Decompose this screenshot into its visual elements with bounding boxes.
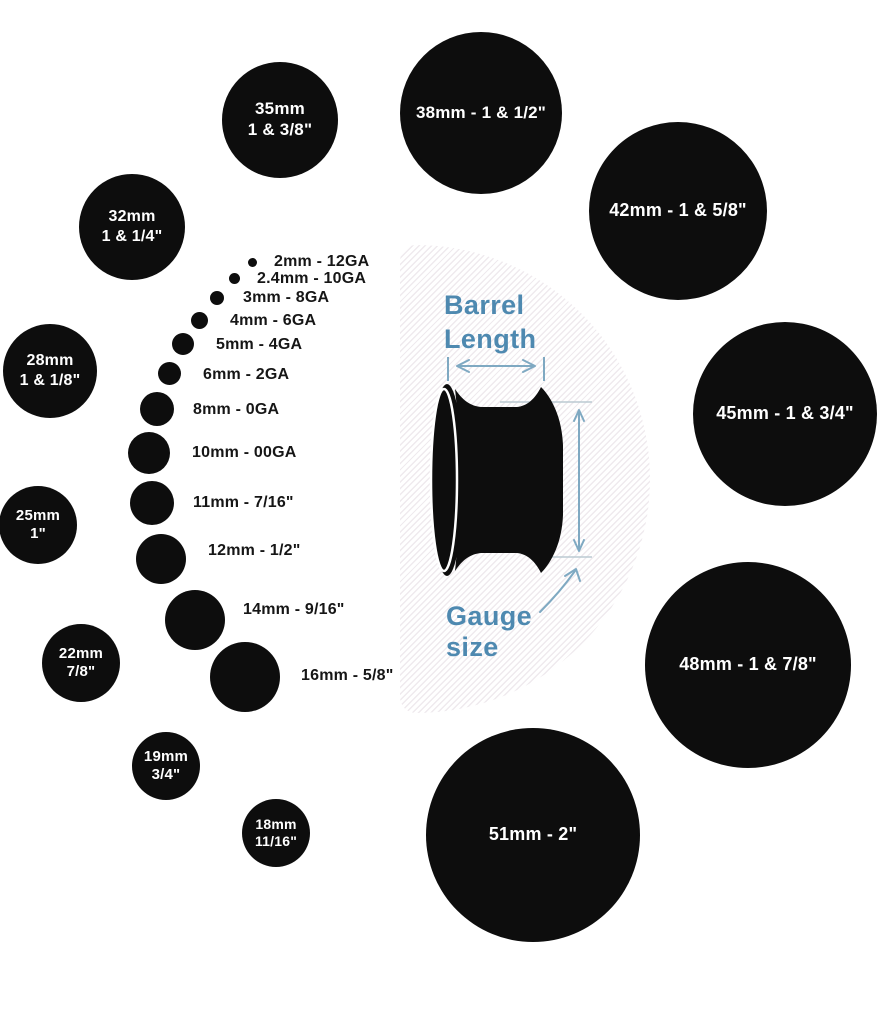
size-circle-label: 28mm [26, 352, 74, 370]
gauge-size-label: Gauge size [446, 601, 533, 662]
size-circle-22mm: 22mm 7/8" [42, 624, 120, 702]
size-circle-label: 1 & 1/4" [101, 228, 163, 245]
size-circle-42mm: 42mm - 1 & 5/8" [589, 122, 767, 300]
size-circle-19mm: 19mm 3/4" [132, 732, 200, 800]
gauge-label-10mm: 10mm - 00GA [192, 444, 297, 461]
gauge-label-11mm: 11mm - 7/16" [193, 494, 294, 511]
size-circle-45mm: 45mm - 1 & 3/4" [693, 322, 877, 506]
gauge-dot-10mm [128, 432, 170, 474]
gauge-dot-11mm [130, 481, 174, 525]
size-circle-label: 18mm [255, 815, 297, 832]
gauge-dot-2mm [247, 257, 257, 267]
size-circle-label: 42mm - 1 & 5/8" [609, 200, 747, 221]
size-circle-label: 48mm - 1 & 7/8" [679, 654, 817, 675]
size-circle-label: 1" [30, 525, 46, 542]
gauge-dot-6mm [157, 361, 181, 385]
gauge-dot-14mm [165, 590, 225, 650]
gauge-label-8mm: 8mm - 0GA [193, 401, 280, 418]
size-circle-label: 32mm [108, 208, 156, 226]
size-circle-label: 19mm [143, 747, 189, 765]
size-circle-label: 45mm - 1 & 3/4" [716, 403, 854, 424]
size-circle-label: 3/4" [151, 766, 181, 783]
gauge-label-4mm: 4mm - 6GA [230, 312, 317, 329]
gauge-label-6mm: 6mm - 2GA [203, 366, 290, 383]
gauge-dot-2.4mm [228, 272, 240, 284]
size-circle-32mm: 32mm 1 & 1/4" [79, 174, 185, 280]
size-circle-label: 51mm - 2" [488, 824, 578, 845]
gauge-label-3mm: 3mm - 8GA [243, 289, 330, 306]
gauge-dot-4mm [190, 311, 208, 329]
size-circle-label: 25mm [15, 506, 61, 524]
gauge-dot-5mm [172, 333, 194, 355]
size-circle-label: 38mm - 1 & 1/2" [415, 102, 547, 122]
gauge-dot-16mm [210, 642, 280, 712]
size-circle-51mm: 51mm - 2" [426, 728, 640, 942]
gauge-label-2mm: 2mm - 12GA [274, 253, 370, 270]
size-circle-label: 11/16" [254, 833, 298, 849]
size-circle-label: 7/8" [66, 663, 96, 680]
size-circle-38mm: 38mm - 1 & 1/2" [400, 32, 562, 194]
size-circle-35mm: 35mm 1 & 3/8" [222, 62, 338, 178]
gauge-label-14mm: 14mm - 9/16" [243, 601, 345, 618]
size-circle-label: 22mm [58, 644, 104, 662]
barrel-length-label: Barrel Length [444, 290, 537, 354]
gauge-label-5mm: 5mm - 4GA [216, 336, 303, 353]
size-circle-28mm: 28mm 1 & 1/8" [3, 324, 97, 418]
gauge-dot-8mm [140, 392, 174, 426]
size-circle-label: 1 & 3/8" [247, 120, 313, 139]
size-circle-25mm: 25mm 1" [0, 486, 77, 564]
gauge-label-12mm: 12mm - 1/2" [208, 542, 301, 559]
gauge-label-16mm: 16mm - 5/8" [301, 667, 394, 684]
gauge-dot-3mm [210, 291, 224, 305]
gauge-dot-12mm [136, 534, 186, 584]
size-circle-18mm: 18mm 11/16" [242, 799, 310, 867]
size-circle-48mm: 48mm - 1 & 7/8" [645, 562, 851, 768]
size-circle-label: 35mm [255, 99, 305, 119]
gauge-label-2.4mm: 2.4mm - 10GA [257, 270, 367, 287]
size-circle-label: 1 & 1/8" [19, 372, 81, 389]
